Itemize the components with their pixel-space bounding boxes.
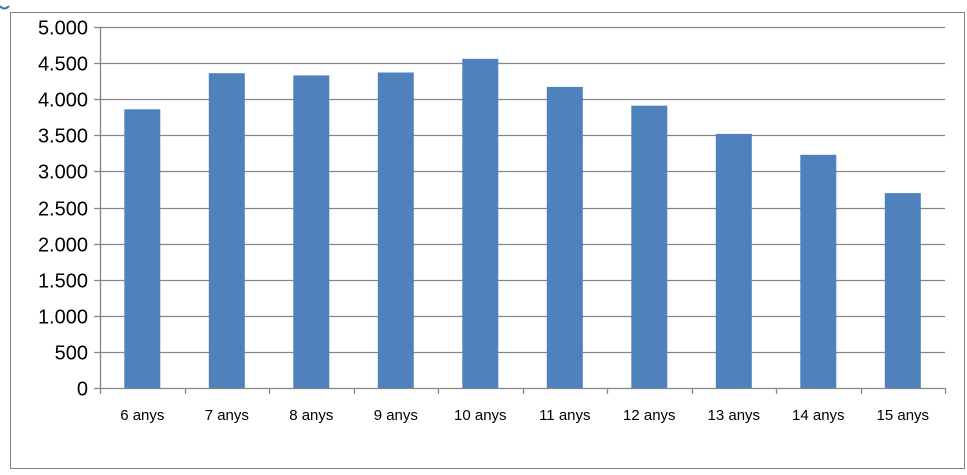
bar xyxy=(124,109,161,389)
bars xyxy=(124,58,921,389)
y-tick-label: 1.500 xyxy=(38,271,88,293)
y-tick-label: 4.000 xyxy=(38,90,88,112)
y-tick-label: 2.000 xyxy=(38,235,88,257)
x-tick-label: 11 anys xyxy=(539,407,590,424)
bar xyxy=(800,154,837,388)
y-tick-labels: 0 500 1.000 1.500 2.000 2.500 3.000 3.500 4.000 4… xyxy=(38,18,88,401)
y-tick-label: 5.000 xyxy=(38,18,88,40)
y-tick-label: 3.500 xyxy=(38,126,88,148)
x-tick-label: 13 anys xyxy=(708,407,761,424)
x-tick-label: 7 anys xyxy=(205,407,249,424)
y-tick-label: 0 xyxy=(77,379,88,401)
x-tick-label: 9 anys xyxy=(374,407,418,424)
bar xyxy=(293,75,330,389)
x-tick-label: 10 anys xyxy=(454,407,507,424)
x-tick-label: 6 anys xyxy=(120,407,164,424)
x-tick-label: 14 anys xyxy=(792,407,845,424)
bar xyxy=(546,86,583,389)
y-tick-label: 500 xyxy=(55,343,88,365)
chart-frame xyxy=(10,12,965,469)
x-tick-label: 15 anys xyxy=(877,407,930,424)
axes xyxy=(94,26,947,394)
x-tick-label: 8 anys xyxy=(289,407,333,424)
bar xyxy=(884,193,921,388)
bar xyxy=(377,72,414,388)
y-tick-label: 2.500 xyxy=(38,199,88,221)
y-tick-label: 4.500 xyxy=(38,54,88,76)
y-tick-label: 3.000 xyxy=(38,162,88,184)
bar xyxy=(208,73,245,388)
x-tick-label: 12 anys xyxy=(623,407,676,424)
bar xyxy=(462,58,499,389)
x-tick-labels: 6 anys 7 anys 8 anys 9 anys 10 anys 11 anys 12… xyxy=(120,407,929,424)
bar xyxy=(715,133,752,388)
y-tick-label: 1.000 xyxy=(38,307,88,329)
top-accent-mark xyxy=(0,5,10,10)
bar xyxy=(631,105,668,388)
